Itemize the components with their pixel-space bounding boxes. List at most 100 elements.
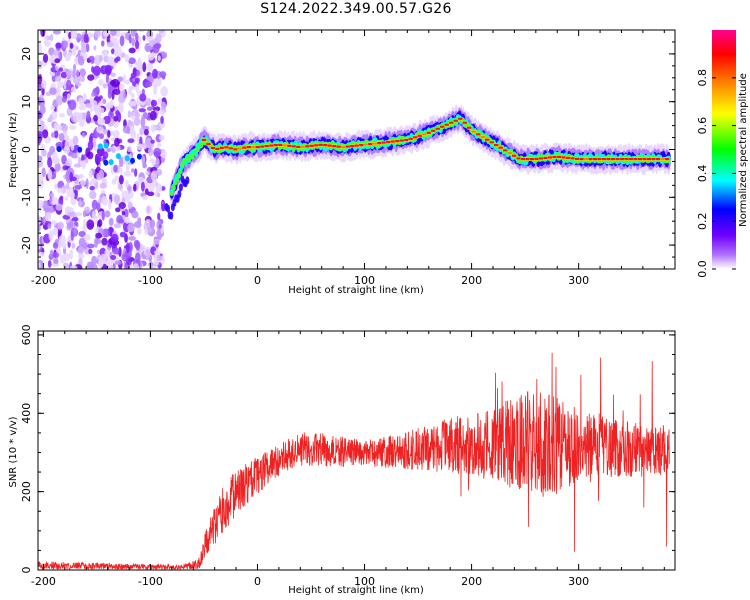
spectrogram-noise-blob — [45, 211, 52, 222]
spectrogram-peak — [633, 157, 638, 161]
spectrogram-noise-blob — [120, 52, 126, 58]
spectrogram-noise-blob — [135, 69, 141, 77]
spectrogram-noise-blob — [104, 248, 111, 259]
spectrogram-peak — [309, 144, 315, 147]
spectrogram-noise-blob — [79, 160, 86, 167]
spectrogram-ylabel: Frequency (Hz) — [8, 112, 19, 188]
spectrogram-peak — [516, 157, 521, 160]
spectrogram-noise-blob — [38, 60, 43, 70]
spectrogram-noise-blob — [145, 218, 151, 224]
spectrogram-peak — [480, 135, 485, 139]
spectrogram-noise-blob — [156, 192, 161, 198]
spectrogram-noise-blob — [72, 70, 76, 78]
spectrogram-noise-blob — [85, 178, 89, 189]
spectrogram-noise-blob — [112, 129, 120, 138]
spectrogram-noise-blob — [52, 251, 59, 259]
spectrogram-peak — [610, 157, 616, 161]
spectrogram-peak — [651, 157, 656, 161]
spectrogram-peak — [458, 117, 463, 120]
spectrogram-peak — [485, 138, 490, 141]
snr-xlabel: Height of straight line (km) — [288, 585, 424, 596]
spectrogram-noise-blob — [86, 151, 94, 160]
spectrogram-peak — [251, 146, 256, 149]
spectrogram-noise-blob — [131, 37, 135, 47]
spectrogram-peak — [228, 147, 234, 150]
spectrogram-noise-blob — [114, 137, 120, 147]
spectrogram-noise-blob — [63, 252, 71, 261]
spectrogram-noise-blob — [153, 238, 160, 245]
spectrogram-ridge-cell — [176, 174, 181, 178]
spectrogram-peak — [206, 142, 211, 146]
spectrogram-noise-blob — [38, 214, 42, 226]
spectrogram-noise-blob — [156, 254, 162, 262]
spectrogram-noise-blob — [42, 200, 49, 210]
spectrogram-noise-blob — [38, 133, 42, 144]
spectrogram-noise-blob — [47, 259, 52, 268]
spectrogram-peak — [233, 148, 238, 151]
spectrogram-noise-blob — [101, 195, 108, 206]
spectrogram-noise-blob — [92, 140, 97, 147]
spectrogram-noise-blob — [82, 52, 88, 61]
spectrogram-peak — [655, 157, 661, 161]
spectrogram-noise-blob — [102, 83, 107, 89]
spectrogram-peak — [314, 144, 319, 147]
spectrogram-noise-blob — [118, 246, 122, 258]
spectrogram-peak — [422, 133, 427, 136]
spectrogram-noise-blob — [86, 261, 95, 269]
spectrogram-noise-blob — [130, 30, 137, 37]
spectrogram-noise-blob — [65, 79, 72, 91]
spectrogram-noise-blob — [38, 241, 41, 250]
spectrogram-noise-blob — [133, 112, 141, 119]
spectrogram-peak — [467, 126, 472, 129]
spectrogram-peak — [417, 134, 422, 137]
spectrogram-noise-blob — [75, 32, 82, 42]
spectrogram-noise-blob — [119, 231, 127, 238]
spectrogram-peak — [341, 145, 346, 149]
spectrogram-noise-blob — [72, 63, 77, 72]
spectrogram-noise-blob — [70, 30, 77, 40]
snr-marks — [38, 352, 670, 570]
spectrogram-ridge-cell — [171, 185, 176, 191]
spectrogram-noise-blob — [64, 196, 69, 201]
spectrogram-noise-blob — [104, 64, 112, 75]
spectrogram-peak — [476, 133, 481, 136]
spectrogram-ridge-cell — [166, 204, 171, 213]
spectrogram-noise-blob — [114, 194, 120, 205]
spectrogram-noise-blob — [157, 55, 161, 62]
spectrogram-noise-blob — [71, 242, 76, 249]
spectrogram-noise-blob — [48, 230, 54, 241]
spectrogram-noise-blob — [133, 221, 142, 228]
spectrogram-noise-blob — [83, 33, 89, 44]
spectrogram-peak — [462, 121, 467, 124]
spectrogram-noise-blob — [103, 159, 109, 166]
spectrogram-noise-blob — [47, 223, 52, 229]
spectrogram-noise-blob — [130, 157, 136, 164]
spectrogram-noise-blob — [144, 182, 150, 191]
spectrogram-peak — [601, 157, 607, 161]
spectrogram-noise-blob — [98, 54, 103, 63]
spectrogram-noise-blob — [65, 70, 74, 77]
spectrogram-noise-blob — [38, 200, 44, 207]
spectrogram-noise-blob — [145, 171, 150, 176]
spectrogram-ridge-cell — [169, 191, 175, 196]
spectrogram-noise-blob — [145, 97, 152, 107]
spectrogram-noise-blob — [95, 154, 102, 164]
spectrogram-xtick-label: 300 — [568, 274, 589, 287]
spectrogram-noise-blob — [39, 105, 46, 115]
spectrogram-peak — [291, 145, 297, 148]
spectrogram-peak — [426, 131, 431, 134]
snr-ylabel: SNR (10 * v/v) — [8, 416, 19, 487]
colorbar-label: Normalized spectral amplitude — [738, 73, 749, 227]
spectrogram-noise-blob — [69, 125, 77, 130]
spectrogram-noise-blob — [99, 133, 105, 140]
spectrogram-noise-blob — [127, 201, 133, 209]
spectrogram-noise-blob — [115, 56, 121, 62]
spectrogram-noise-blob — [42, 53, 49, 63]
spectrogram-ytick-label: -20 — [20, 236, 33, 254]
spectrogram-noise-blob — [69, 219, 74, 230]
spectrogram-noise-blob — [79, 75, 86, 83]
spectrogram-noise-blob — [88, 190, 97, 200]
spectrogram-noise-blob — [53, 258, 59, 265]
spectrogram-noise-blob — [118, 218, 125, 224]
